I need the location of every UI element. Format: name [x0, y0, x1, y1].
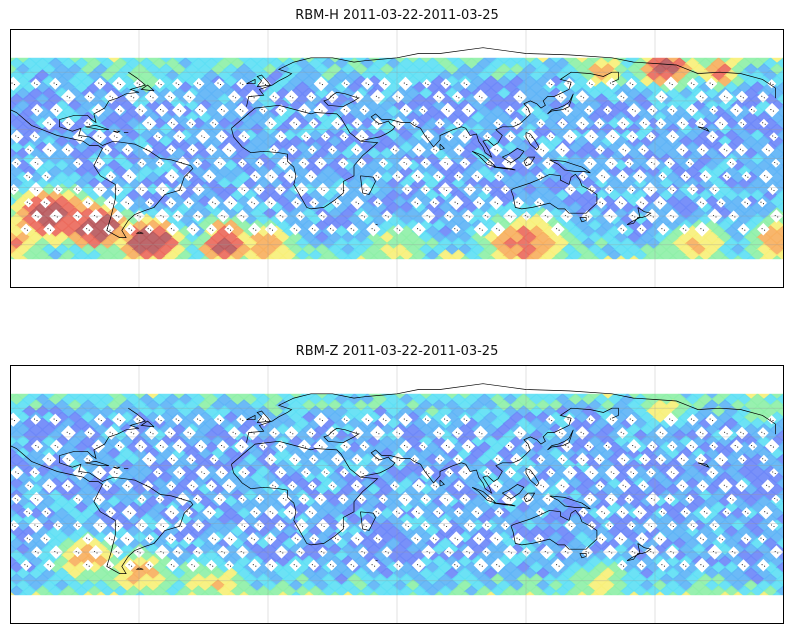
- rbm-z-coastlines: [10, 383, 776, 574]
- rbm-h-map-frame: [10, 29, 784, 288]
- rbm-z-gridlines: [10, 365, 784, 624]
- rbm-h-gridlines: [10, 29, 784, 288]
- panel-title-rbm-h: RBM-H 2011-03-22-2011-03-25: [295, 8, 499, 23]
- rbm-z-map-frame: [10, 365, 784, 624]
- rbm-h-coastlines: [10, 47, 776, 238]
- rbm-h-map: [10, 29, 784, 288]
- panel-title-rbm-z: RBM-Z 2011-03-22-2011-03-25: [295, 344, 499, 359]
- rbm-h-station-markers: [10, 76, 784, 237]
- rbm-z-map: [10, 365, 784, 624]
